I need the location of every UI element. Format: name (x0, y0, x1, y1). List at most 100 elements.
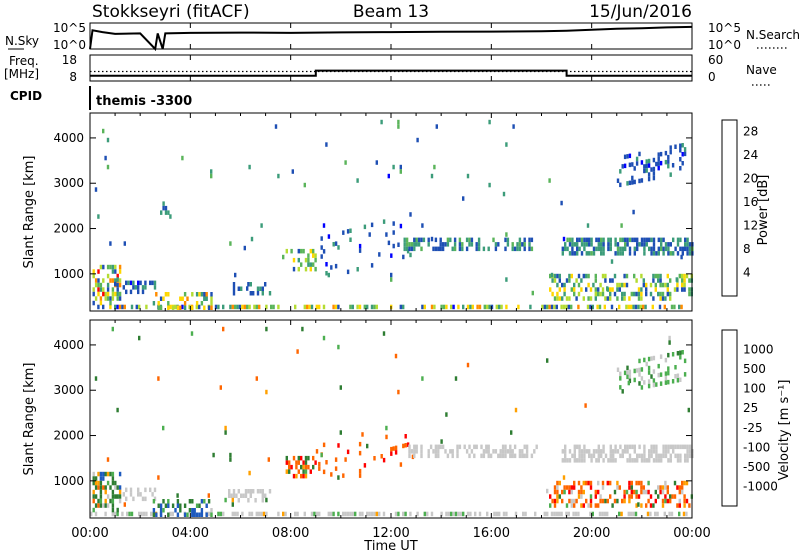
data-cell (207, 305, 211, 310)
data-cell (624, 444, 627, 450)
data-cell (191, 512, 194, 517)
range-tick-label: 2000 (53, 429, 84, 443)
data-cell (563, 485, 566, 490)
data-cell (380, 454, 383, 459)
data-cell (613, 498, 617, 504)
data-cell (652, 378, 656, 383)
data-cell (645, 291, 648, 297)
data-cell (611, 287, 614, 292)
data-cell (643, 164, 646, 169)
data-cell (171, 305, 175, 310)
data-cell (97, 282, 100, 288)
data-cell (322, 469, 326, 475)
data-cell (346, 511, 350, 517)
data-cell (628, 237, 632, 243)
data-cell (561, 489, 564, 495)
data-cell (655, 453, 658, 459)
data-cell (650, 167, 653, 172)
data-cell (600, 237, 603, 243)
data-cell (621, 498, 624, 504)
data-cell (621, 389, 624, 394)
data-cell (506, 237, 510, 243)
data-cell (614, 251, 617, 256)
data-cell (582, 273, 585, 279)
data-cell (236, 511, 239, 517)
data-cell (585, 287, 588, 292)
power-colorbar-tick: 8 (743, 242, 751, 256)
data-cell (240, 286, 243, 291)
data-cell (643, 246, 646, 252)
data-cell (111, 471, 115, 477)
data-cell (604, 273, 607, 279)
data-cell (573, 287, 576, 292)
data-cell (385, 434, 388, 440)
data-cell (207, 493, 210, 498)
data-cell (637, 480, 641, 486)
data-cell (659, 489, 662, 495)
data-cell (657, 372, 660, 378)
data-cell (648, 453, 651, 459)
data-cell (664, 380, 668, 385)
power-colorbar-tick: 28 (743, 125, 758, 139)
data-cell (663, 304, 666, 310)
data-cell (363, 304, 366, 310)
data-cell (399, 223, 403, 229)
data-cell (361, 511, 364, 517)
velocity-colorbar-tick: 25 (743, 401, 758, 415)
data-cell (678, 273, 681, 279)
data-cell (285, 469, 288, 474)
data-cell (509, 449, 512, 454)
data-cell (546, 511, 549, 517)
data-cell (609, 444, 612, 450)
data-cell (679, 458, 682, 463)
data-cell (380, 119, 383, 125)
data-cell (683, 147, 687, 152)
data-cell (193, 512, 196, 517)
data-cell (578, 246, 581, 252)
data-cell (652, 355, 656, 361)
data-cell (116, 407, 119, 413)
data-cell (207, 511, 210, 517)
data-cell (302, 248, 305, 254)
data-cell (330, 265, 333, 270)
data-cell (358, 304, 362, 310)
data-cell (116, 296, 119, 301)
data-cell (164, 292, 168, 297)
data-cell (411, 454, 415, 460)
data-cell (322, 223, 326, 228)
data-cell (514, 511, 518, 517)
data-cell (402, 511, 405, 517)
data-cell (169, 304, 172, 310)
data-cell (312, 455, 315, 461)
data-cell (649, 282, 653, 288)
data-cell (637, 494, 641, 499)
data-cell (203, 499, 206, 504)
data-cell (640, 453, 644, 459)
data-cell (122, 285, 125, 290)
data-cell (487, 449, 490, 454)
data-cell (602, 458, 605, 463)
data-cell (236, 304, 239, 310)
data-cell (650, 444, 653, 450)
data-cell (659, 282, 662, 288)
data-cell (231, 502, 234, 507)
data-cell (358, 248, 362, 253)
data-cell (195, 503, 199, 508)
data-cell (621, 282, 624, 288)
data-cell (504, 449, 507, 454)
data-cell (466, 362, 470, 368)
noise-right-tick-bottom: 10^0 (708, 38, 741, 52)
data-cell (337, 511, 340, 517)
data-cell (420, 449, 423, 454)
data-cell (676, 242, 680, 247)
data-cell (634, 511, 638, 517)
data-cell (318, 304, 321, 310)
data-cell (342, 230, 345, 235)
data-cell (626, 374, 629, 380)
data-cell (611, 278, 614, 283)
data-cell (669, 149, 672, 155)
data-cell (568, 242, 572, 247)
data-cell (618, 304, 621, 310)
data-cell (513, 444, 517, 450)
data-cell (632, 209, 635, 215)
